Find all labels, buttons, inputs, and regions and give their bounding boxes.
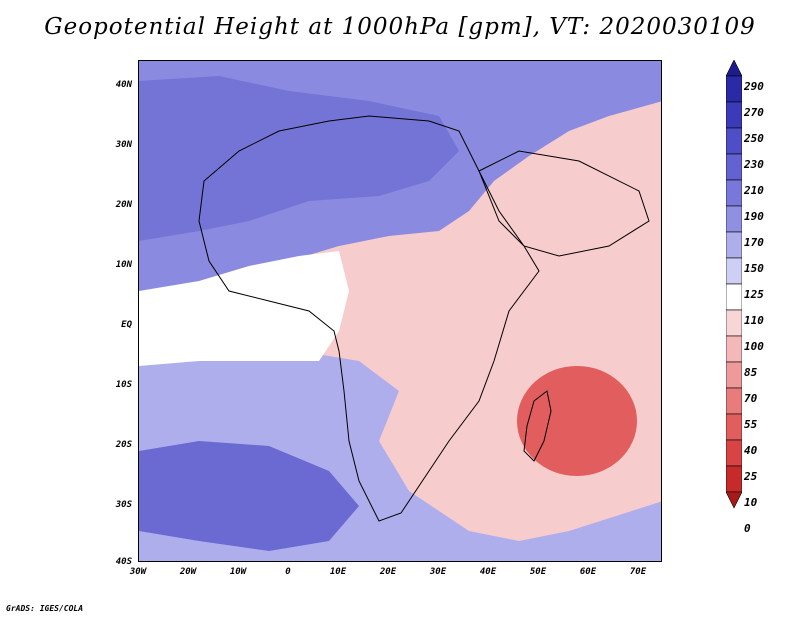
colorbar-label-10: 10 (744, 496, 758, 509)
lon-label-10w: 10W (229, 567, 247, 577)
colorbar-swatch (726, 179, 742, 207)
lon-label-70e: 70E (629, 567, 647, 577)
colorbar-swatch (726, 101, 742, 129)
colorbar-label-290: 290 (744, 80, 764, 93)
colorbar-label-55: 55 (744, 418, 758, 431)
colorbar-label-25: 25 (744, 470, 758, 483)
colorbar-label-110: 110 (744, 314, 764, 327)
colorbar-label-270: 270 (744, 106, 764, 119)
colorbar-label-250: 250 (744, 132, 764, 145)
colorbar-label-0: 0 (744, 522, 751, 535)
field-region-equatorial-band (139, 251, 349, 366)
lat-label-20n: 20N (115, 200, 132, 210)
lon-label-20e: 20E (379, 567, 397, 577)
colorbar-swatch (726, 127, 742, 155)
colorbar (726, 60, 742, 509)
arabia-coastline (478, 150, 650, 257)
colorbar-label-125: 125 (744, 288, 764, 301)
colorbar-label-170: 170 (744, 236, 764, 249)
lon-label-60e: 60E (579, 567, 597, 577)
lon-label-30w: 30W (129, 567, 147, 577)
page-title: Geopotential Height at 1000hPa [gpm], VT… (44, 14, 756, 40)
map-panel (138, 60, 662, 562)
colorbar-label-210: 210 (744, 184, 764, 197)
lon-label-0: 0 (285, 567, 291, 577)
madagascar-coastline (523, 390, 552, 462)
lat-label-10s: 10S (115, 380, 132, 390)
colorbar-label-70: 70 (744, 392, 758, 405)
colorbar-swatch (726, 231, 742, 259)
lon-label-20w: 20W (179, 567, 197, 577)
colorbar-label-230: 230 (744, 158, 764, 171)
colorbar-swatch (726, 439, 742, 467)
colorbar-swatch (726, 257, 742, 285)
lat-label-10n: 10N (115, 260, 132, 270)
colorbar-label-40: 40 (744, 444, 758, 457)
lat-label-eq: EQ (121, 320, 132, 330)
colorbar-label-100: 100 (744, 340, 764, 353)
lon-label-40e: 40E (479, 567, 497, 577)
colorbar-label-85: 85 (744, 366, 758, 379)
colorbar-swatch (726, 153, 742, 181)
colorbar-swatch (726, 309, 742, 337)
lon-label-30e: 30E (429, 567, 447, 577)
map-field (139, 61, 661, 561)
colorbar-top-arrow (726, 60, 742, 77)
grads-credit: GrADS: IGES/COLA (6, 604, 84, 613)
lon-label-50e: 50E (529, 567, 547, 577)
africa-coastline (198, 115, 540, 522)
lat-label-30s: 30S (115, 500, 132, 510)
colorbar-swatch (726, 413, 742, 441)
colorbar-swatch (726, 335, 742, 363)
colorbar-label-150: 150 (744, 262, 764, 275)
lat-label-20s: 20S (115, 440, 132, 450)
lat-label-30n: 30N (115, 140, 132, 150)
lat-label-40n: 40N (115, 80, 132, 90)
lon-label-10e: 10E (329, 567, 347, 577)
colorbar-swatch (726, 361, 742, 389)
colorbar-bottom-arrow (726, 491, 742, 509)
colorbar-swatch (726, 387, 742, 415)
colorbar-swatch (726, 465, 742, 493)
colorbar-swatch (726, 205, 742, 233)
colorbar-swatch (726, 283, 742, 311)
colorbar-swatch (726, 75, 742, 103)
colorbar-label-190: 190 (744, 210, 764, 223)
field-region-south-atlantic-high (139, 441, 359, 551)
lat-label-40s: 40S (115, 557, 132, 567)
